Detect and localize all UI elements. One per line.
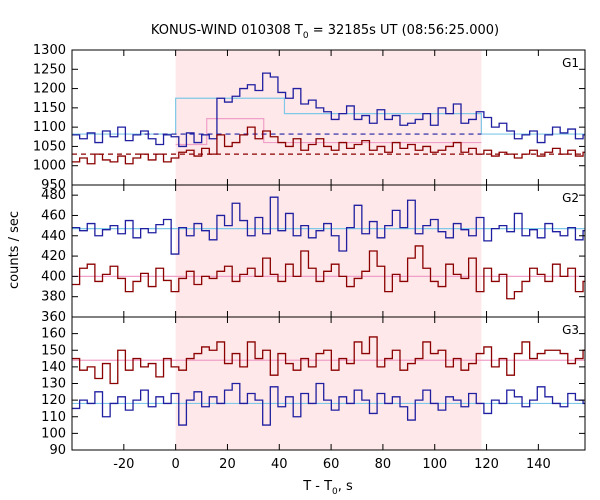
y-tick-label: 120 bbox=[41, 393, 66, 408]
series-blue-g3 bbox=[72, 382, 585, 426]
y-tick-label: 440 bbox=[41, 229, 66, 244]
chart-title-prefix: KONUS-WIND 010308 T bbox=[151, 23, 303, 38]
x-tick-label: 100 bbox=[422, 457, 447, 472]
y-tick-label: 110 bbox=[41, 410, 66, 425]
x-axis-label-suffix: , s bbox=[338, 479, 353, 494]
series-red-g2 bbox=[72, 245, 585, 300]
y-tick-label: 1150 bbox=[33, 101, 66, 116]
y-tick-label: 100 bbox=[41, 426, 66, 441]
x-axis-label-prefix: T - T bbox=[302, 479, 332, 494]
y-tick-label: 1050 bbox=[33, 139, 66, 154]
shaded-interval bbox=[175, 50, 482, 450]
series-blue-g2 bbox=[72, 196, 585, 255]
chart-title-suffix: = 32185s UT (08:56:25.000) bbox=[309, 23, 499, 38]
x-tick-label: 0 bbox=[171, 457, 179, 472]
y-tick-label: 360 bbox=[41, 310, 66, 325]
y-tick-label: 130 bbox=[41, 377, 66, 392]
y-tick-label: 420 bbox=[41, 249, 66, 264]
x-tick-label: -20 bbox=[113, 457, 134, 472]
panel-label-g3: G3 bbox=[562, 323, 579, 337]
y-tick-label: 400 bbox=[41, 269, 66, 284]
x-tick-label: 120 bbox=[474, 457, 499, 472]
x-axis-label-subscript: 0 bbox=[332, 487, 338, 497]
y-tick-label: 160 bbox=[41, 327, 66, 342]
x-tick-label: 40 bbox=[271, 457, 288, 472]
x-tick-label: 80 bbox=[375, 457, 392, 472]
x-tick-label: 140 bbox=[526, 457, 551, 472]
y-tick-label: 150 bbox=[41, 343, 66, 358]
y-tick-label: 90 bbox=[49, 443, 66, 458]
x-tick-label: 20 bbox=[219, 457, 236, 472]
y-tick-label: 140 bbox=[41, 360, 66, 375]
y-tick-label: 380 bbox=[41, 290, 66, 305]
y-axis-label: counts / sec bbox=[7, 211, 22, 289]
panel-label-g2: G2 bbox=[562, 191, 579, 205]
y-tick-label: 480 bbox=[41, 188, 66, 203]
model-pink-g1 bbox=[175, 118, 482, 146]
series-red-g1 bbox=[72, 126, 585, 165]
y-tick-label: 1000 bbox=[33, 159, 66, 174]
y-tick-label: 1250 bbox=[33, 62, 66, 77]
y-tick-label: 1300 bbox=[33, 43, 66, 58]
y-tick-label: 1200 bbox=[33, 82, 66, 97]
panel-g2: 360 380 400 420 440 460 480 G2 bbox=[41, 184, 586, 325]
model-cyan-g1 bbox=[72, 97, 585, 135]
series-red-g3 bbox=[72, 336, 585, 385]
y-tick-label: 460 bbox=[41, 208, 66, 223]
panels: 9501000105011001150120012501300G13603804… bbox=[33, 43, 586, 472]
chart-title: KONUS-WIND 010308 T0 = 32185s UT (08:56:… bbox=[151, 23, 499, 41]
x-axis-label: T - T0, s bbox=[302, 479, 353, 497]
x-tick-label: 60 bbox=[323, 457, 340, 472]
y-tick-label: 950 bbox=[41, 178, 66, 193]
panel-label-g1: G1 bbox=[562, 56, 579, 70]
chart-title-subscript: 0 bbox=[303, 31, 309, 41]
panel-g1: 950 1000 1050 1100 1150 1200 1250 1300 G1 bbox=[33, 43, 586, 193]
y-tick-label: 1100 bbox=[33, 120, 66, 135]
series-blue-g1 bbox=[72, 72, 585, 148]
